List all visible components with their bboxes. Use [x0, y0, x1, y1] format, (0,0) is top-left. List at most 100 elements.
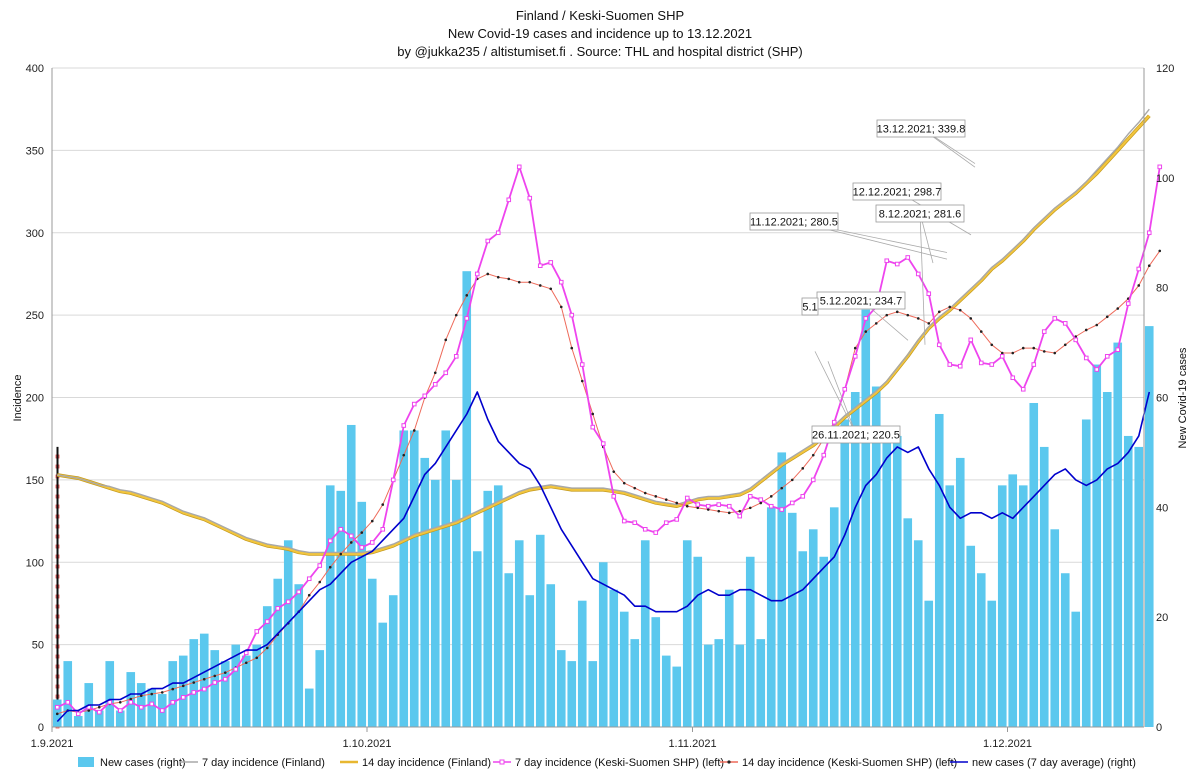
- bar-new-cases: [724, 589, 734, 727]
- lines-layer: [54, 108, 1163, 723]
- line-14d-shp-point: [570, 346, 574, 350]
- bar-new-cases: [651, 617, 661, 727]
- line-14d-shp-point: [874, 322, 878, 325]
- bar-new-cases: [231, 644, 241, 727]
- line-7d-shp-point: [611, 494, 617, 499]
- line-7d-shp-point: [128, 699, 134, 705]
- bar-new-cases: [1039, 446, 1049, 727]
- line-7d-shp-point: [642, 527, 648, 532]
- legend-marker: [727, 760, 731, 764]
- bar-new-cases: [840, 419, 850, 727]
- bar-new-cases: [735, 644, 745, 727]
- line-14d-shp-point: [349, 541, 353, 544]
- line-7d-shp-point: [1136, 266, 1142, 272]
- line-7d-shp-point: [369, 540, 375, 545]
- line-14d-shp-point: [265, 646, 269, 650]
- line-7d-finland-group: [57, 108, 1150, 554]
- bar-new-cases: [1102, 392, 1112, 727]
- bar-new-cases: [420, 457, 430, 727]
- bar-new-cases: [714, 639, 724, 727]
- legend-label: 14 day incidence (Keski-Suomen SHP) (lef…: [742, 757, 957, 769]
- line-14d-shp-point: [906, 313, 910, 317]
- legend-label: 7 day incidence (Keski-Suomen SHP) (left…: [515, 757, 724, 769]
- y-left-tick-label: 150: [26, 475, 44, 487]
- line-7d-shp-point: [327, 538, 333, 544]
- line-7d-shp-point: [768, 503, 774, 509]
- line-7d-shp-point: [107, 699, 113, 705]
- line-7d-shp-point: [149, 701, 155, 707]
- line-7d-shp-point: [737, 513, 743, 519]
- bar-new-cases: [1144, 326, 1154, 727]
- line-14d-shp-point: [444, 338, 448, 342]
- line-7d-shp-point: [852, 354, 858, 359]
- annotation: 26.11.2021; 220.5: [811, 351, 901, 444]
- legend-item: 14 day incidence (Keski-Suomen SHP) (lef…: [720, 757, 957, 769]
- y-axis-right-label: New Covid-19 cases: [1177, 347, 1189, 448]
- line-14d-shp-point: [559, 305, 563, 309]
- bar-new-cases: [367, 578, 377, 727]
- line-7d-shp-point: [1031, 362, 1037, 367]
- line-14d-finland: [57, 115, 1151, 556]
- line-14d-shp-point: [528, 280, 532, 284]
- annotation-box: [852, 182, 942, 201]
- bar-new-cases: [756, 639, 766, 727]
- line-14d-shp-point: [643, 491, 647, 495]
- bar-new-cases: [1092, 364, 1102, 727]
- bar-new-cases: [178, 655, 188, 727]
- line-14d-shp-point: [780, 486, 784, 490]
- annotation-label: 8.12.2021; 281.6: [879, 209, 962, 221]
- line-7d-shp-point: [422, 393, 428, 399]
- line-7d-shp-point: [1020, 386, 1026, 392]
- line-7d-shp-point: [957, 363, 963, 369]
- bar-new-cases: [399, 430, 409, 727]
- line-7d-shp-point: [180, 695, 186, 700]
- line-14d-shp-point: [454, 313, 458, 317]
- legend-label: 7 day incidence (Finland): [202, 757, 325, 769]
- line-14d-shp-point: [685, 504, 689, 508]
- bar-new-cases: [871, 386, 881, 727]
- line-7d-shp-point: [411, 401, 417, 407]
- bar-new-cases: [850, 392, 860, 727]
- line-14d-shp-point: [223, 671, 227, 674]
- line-7d-shp-point: [810, 477, 816, 483]
- line-14d-shp-point: [318, 580, 322, 584]
- line-7d-shp-point: [159, 708, 165, 713]
- chart-title-line-1: Finland / Keski-Suomen SHP: [515, 8, 685, 23]
- line-7d-shp-point: [264, 619, 270, 624]
- y-left-tick-label: 300: [26, 228, 44, 240]
- line-7d-shp-point: [1157, 164, 1163, 170]
- line-14d-shp-point: [853, 346, 857, 350]
- line-7d-shp-point: [474, 271, 480, 277]
- bar-new-cases: [1029, 402, 1039, 727]
- line-14d-shp-point: [1158, 249, 1162, 253]
- line-14d-shp-point: [55, 712, 59, 716]
- line-7d-shp-point: [726, 503, 732, 509]
- line-7d-shp-point: [1094, 367, 1100, 372]
- bar-new-cases: [1008, 474, 1018, 727]
- bar-new-cases: [409, 430, 419, 727]
- y-left-tick-label: 400: [26, 63, 44, 75]
- line-7d-shp-point: [1010, 375, 1016, 381]
- bar-new-cases: [546, 584, 556, 727]
- bar-new-cases: [1018, 485, 1028, 727]
- bar-new-cases: [945, 485, 955, 727]
- line-7d-shp-point: [1052, 316, 1058, 321]
- line-7d-shp-point: [170, 699, 176, 705]
- bars-layer: [52, 271, 1154, 727]
- legend-item: New cases (right): [78, 757, 186, 769]
- line-7d-shp-point: [800, 494, 806, 499]
- bar-new-cases: [462, 271, 472, 727]
- line-14d-shp-point: [1021, 346, 1025, 350]
- line-7d-shp-point: [663, 520, 669, 526]
- y-right-tick-label: 40: [1156, 502, 1168, 514]
- annotation-leader: [919, 212, 926, 345]
- bar-new-cases: [441, 430, 451, 727]
- line-7d-shp-point: [716, 502, 722, 507]
- line-7d-shp-point: [747, 494, 753, 499]
- line-14d-shp-group: [55, 249, 1162, 716]
- annotation-box: [875, 204, 965, 223]
- bar-new-cases: [346, 424, 356, 727]
- line-14d-shp-point: [1011, 351, 1015, 355]
- x-tick-label: 1.12.2021: [983, 738, 1032, 750]
- annotation: 5.12.2021; 234.7: [816, 291, 909, 341]
